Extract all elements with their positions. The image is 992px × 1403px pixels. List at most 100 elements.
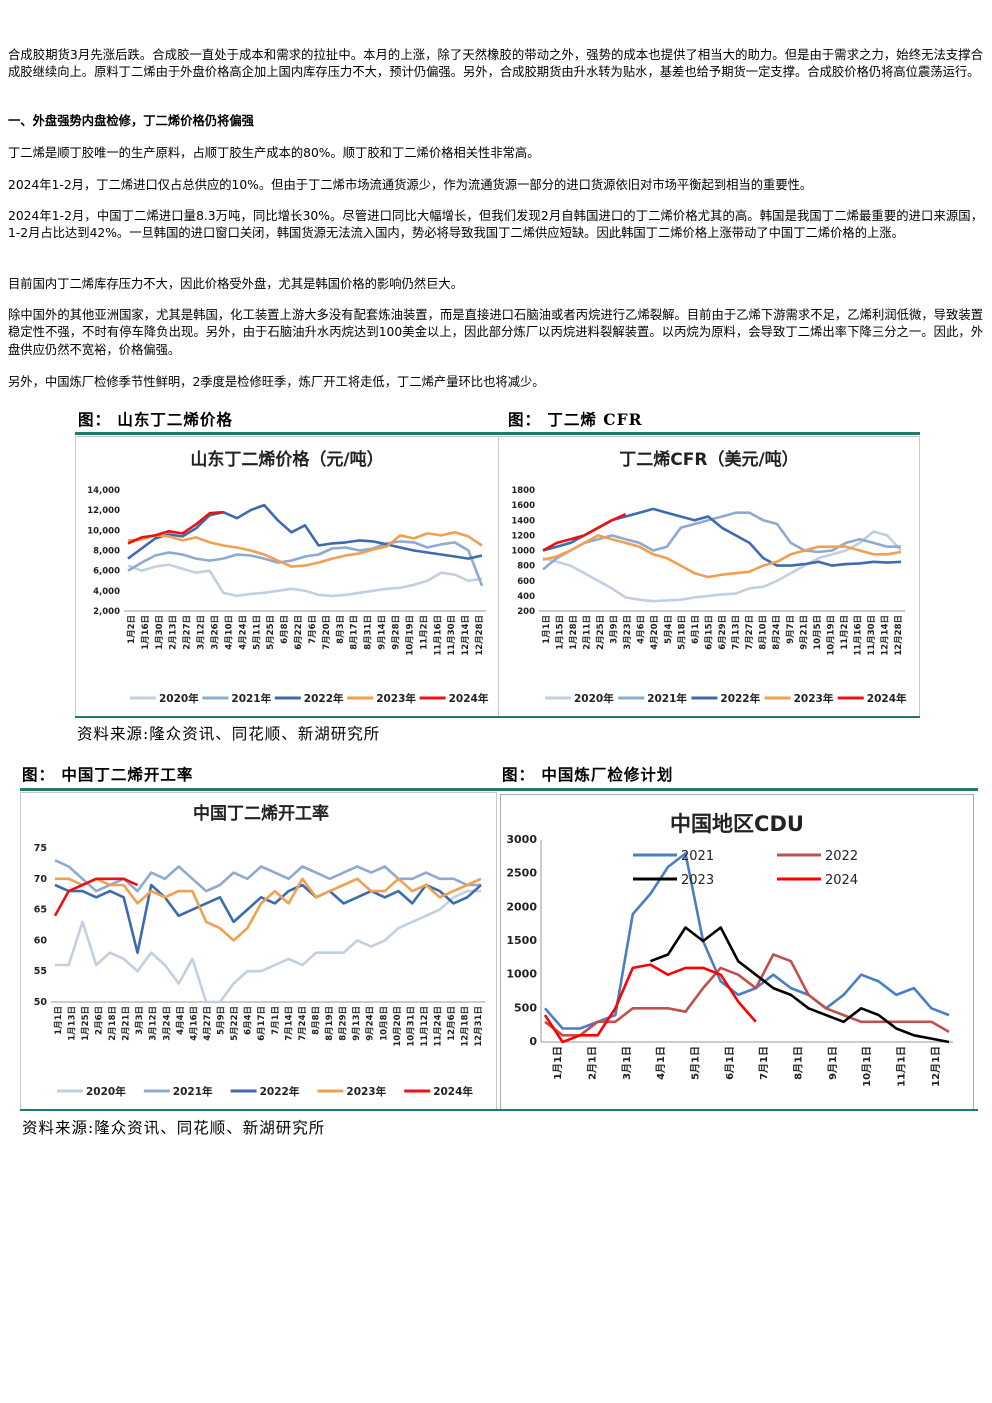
x-tick-label: 11月12日 — [420, 1006, 430, 1047]
legend-label: 2023年 — [794, 692, 834, 705]
x-tick-label: 3月12日 — [149, 1006, 159, 1041]
legend-label: 2024年 — [433, 1085, 473, 1098]
legend-label: 2022年 — [260, 1085, 300, 1098]
x-tick-label: 8月10日 — [759, 615, 769, 650]
paragraph-2: 2024年1-2月，丁二烯进口仅占总供应的10%。但由于丁二烯市场流通货源少，作… — [8, 178, 813, 192]
series-line-2022 — [127, 503, 483, 560]
x-tick-label: 8月29日 — [339, 1006, 349, 1041]
series-line-2023 — [55, 877, 482, 942]
x-tick-label: 9月1日 — [827, 1046, 839, 1080]
figure-title-refinery-maintenance: 图： 中国炼厂检修计划 — [502, 765, 674, 784]
x-tick-label: 12月31日 — [474, 1006, 484, 1047]
x-tick-label: 11月2日 — [419, 615, 429, 650]
x-tick-label: 8月19日 — [325, 1006, 335, 1041]
chart-title: 山东丁二烯价格（元/吨） — [190, 449, 383, 470]
chart-cdu-svg: 中国地区CDU 0 500 1000 1500 2000 2500 3000 1月1日 2月1日 3… — [506, 812, 953, 1087]
x-tick-label: 1月16日 — [141, 615, 151, 650]
chart-title: 中国地区CDU — [670, 812, 804, 836]
x-tick-label: 11月16日 — [433, 615, 443, 656]
y-tick-label: 12,000 — [87, 506, 120, 516]
y-tick-label: 1500 — [506, 934, 537, 947]
x-tick-label: 11月2日 — [840, 615, 850, 650]
x-tick-label: 9月24日 — [366, 1006, 376, 1041]
y-tick-label: 3000 — [506, 833, 537, 846]
x-tick-label: 2月21日 — [122, 1006, 132, 1041]
series-line-2021 — [127, 540, 484, 587]
series-line-2021 — [54, 859, 481, 893]
y-tick-label: 10,000 — [87, 526, 120, 536]
chart-cdu: 中国地区CDU 0 500 1000 1500 2000 2500 3000 1月1日 2月1日 3… — [500, 794, 974, 1110]
y-tick-label: 55 — [34, 966, 47, 977]
y-tick-label: 1400 — [511, 516, 535, 526]
x-tick-label: 11月24日 — [434, 1006, 444, 1047]
x-tick-label: 8月31日 — [364, 615, 374, 650]
x-tick-label: 8月3日 — [336, 615, 346, 644]
paragraph-4: 目前国内丁二烯库存压力不大，因此价格受外盘，尤其是韩国价格的影响仍然巨大。 — [8, 277, 463, 291]
x-tick-label: 8月1日 — [793, 1046, 805, 1080]
x-tick-label: 3月26日 — [211, 615, 221, 650]
x-tick-label: 7月20日 — [322, 615, 332, 650]
x-tick-label: 2月13日 — [169, 615, 179, 650]
x-tick-label: 2月11日 — [582, 615, 592, 650]
x-tick-label: 8月8日 — [311, 1006, 321, 1035]
x-tick-label: 6月8日 — [280, 615, 290, 644]
x-tick-label: 4月16日 — [189, 1006, 199, 1041]
x-tick-label: 10月5日 — [813, 615, 823, 650]
x-tick-label: 6月1日 — [724, 1046, 736, 1080]
y-tick-label: 500 — [514, 1001, 537, 1014]
y-tick-label: 1600 — [511, 501, 535, 511]
paragraph-3: 2024年1-2月，中国丁二烯进口量8.3万吨，同比增长30%。尽管进口同比大幅… — [8, 209, 983, 241]
legend-label: 2024 — [825, 873, 858, 888]
x-tick-label: 10月8日 — [379, 1006, 389, 1041]
legend-label: 2021年 — [173, 1085, 213, 1098]
x-tick-label: 1月1日 — [552, 1046, 564, 1080]
chart-cfr-svg: 丁二烯CFR（美元/吨） 200 400 600 800 1000 1200 1400 1600… — [511, 449, 907, 705]
y-tick-label: 65 — [34, 905, 47, 916]
series-line-2023 — [649, 926, 950, 1044]
x-tick-label: 10月19日 — [826, 615, 836, 656]
x-tick-label: 10月20日 — [393, 1006, 403, 1047]
x-tick-label: 2月25日 — [596, 615, 606, 650]
legend-label: 2022 — [825, 849, 858, 864]
x-tick-label: 2月18日 — [108, 1006, 118, 1041]
figure-title-cfr: 图： 丁二烯 CFR — [508, 410, 643, 429]
intro-paragraph: 合成胶期货3月先涨后跌。合成胶一直处于成本和需求的拉扯中。本月的上涨，除了天然橡… — [8, 48, 983, 80]
x-tick-label: 12月14日 — [461, 615, 471, 656]
x-tick-label: 12月28日 — [475, 615, 485, 656]
figure-rule-bottom — [75, 716, 920, 718]
x-tick-label: 4月27日 — [203, 1006, 213, 1041]
x-tick-label: 11月30日 — [447, 615, 457, 656]
series-line-2022 — [54, 883, 482, 954]
legend-label: 2023年 — [346, 1085, 386, 1098]
x-tick-label: 2月27日 — [183, 615, 193, 650]
x-tick-label: 9月14日 — [378, 615, 388, 650]
y-tick-label: 8,000 — [93, 547, 120, 557]
x-tick-label: 3月12日 — [197, 615, 207, 650]
x-tick-label: 10月31日 — [406, 1006, 416, 1047]
legend-label: 2022年 — [720, 692, 760, 705]
x-tick-label: 10月19日 — [405, 615, 415, 656]
x-tick-label: 5月9日 — [217, 1006, 227, 1035]
x-tick-label: 6月15日 — [704, 615, 714, 650]
series-line-2024 — [542, 513, 627, 552]
y-tick-label: 70 — [34, 874, 48, 885]
legend-label: 2020年 — [86, 1085, 126, 1098]
y-tick-label: 1200 — [511, 531, 535, 541]
x-tick-label: 1月15日 — [555, 615, 565, 650]
y-tick-label: 75 — [34, 843, 47, 854]
series-line-2024 — [543, 963, 757, 1044]
legend-label: 2024年 — [449, 692, 489, 705]
x-tick-label: 12月14日 — [881, 615, 891, 656]
chart-cfr: 丁二烯CFR（美元/吨） 200 400 600 800 1000 1200 1400 1600… — [498, 436, 920, 717]
x-tick-label: 4月6日 — [637, 615, 647, 644]
y-tick-label: 60 — [34, 935, 48, 946]
chart-operating-rate-svg: 中国丁二烯开工率 50 55 60 65 70 75 1月1日 1月13日 1月25日 2月6日 2月… — [34, 803, 485, 1098]
x-tick-label: 4月1日 — [655, 1046, 667, 1080]
series-line-2024 — [127, 510, 224, 545]
x-tick-label: 5月18日 — [677, 615, 687, 650]
x-tick-label: 5月22日 — [230, 1006, 240, 1041]
source-note-1: 资料来源:隆众资讯、同花顺、新湖研究所 — [77, 725, 381, 743]
x-tick-label: 7月1日 — [758, 1046, 770, 1080]
x-tick-label: 11月1日 — [896, 1046, 908, 1087]
paragraph-6: 另外，中国炼厂检修季节性鲜明，2季度是检修旺季，炼厂开工将走低，丁二烯产量环比也… — [8, 375, 545, 389]
